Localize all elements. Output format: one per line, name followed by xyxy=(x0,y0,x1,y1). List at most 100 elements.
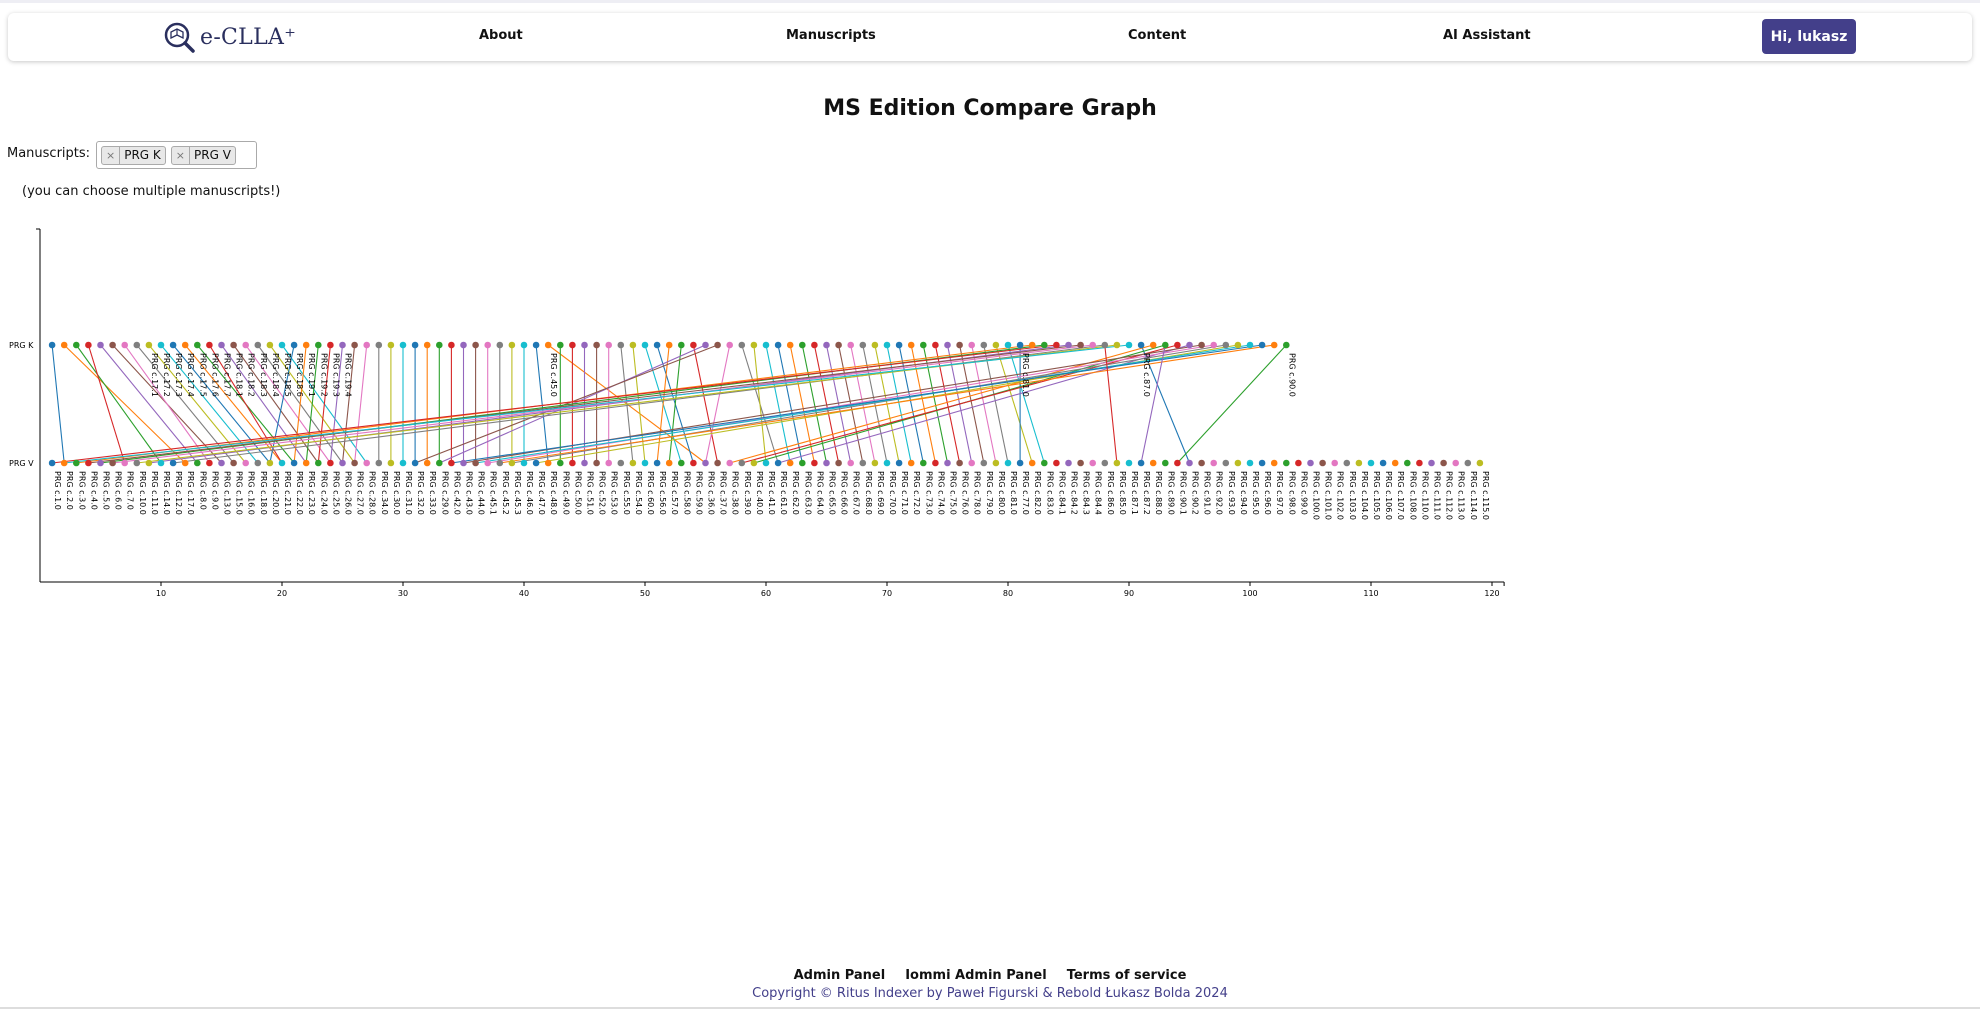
prg-v-point xyxy=(641,459,649,467)
prg-v-point xyxy=(569,459,576,467)
prg-v-point-label: PRG c.33.0 xyxy=(428,471,437,515)
remove-chip-icon[interactable]: × xyxy=(102,146,121,164)
prg-v-point-label: PRG c.106.0 xyxy=(1384,471,1393,520)
prg-k-point xyxy=(581,341,588,349)
nav-content[interactable]: Content xyxy=(1128,28,1187,43)
brand-logo[interactable]: e-CLLA⁺ xyxy=(162,19,296,55)
alignment-link xyxy=(112,344,1093,464)
prg-k-point xyxy=(617,341,625,349)
prg-v-point-label: PRG c.44.0 xyxy=(477,471,486,515)
x-tick-label: 100 xyxy=(1242,589,1257,598)
prg-v-point xyxy=(1416,459,1423,467)
prg-k-point xyxy=(1283,341,1290,349)
prg-k-point-label: PRG c.81.0 xyxy=(1021,353,1030,397)
x-tick-label: 30 xyxy=(398,589,408,598)
prg-v-point xyxy=(1391,459,1399,467)
prg-v-point-label: PRG c.84.4 xyxy=(1094,471,1103,515)
prg-v-point xyxy=(665,459,673,467)
user-menu-button[interactable]: Hi, lukasz xyxy=(1762,19,1856,54)
prg-k-point xyxy=(1174,341,1181,349)
prg-k-point xyxy=(871,341,879,349)
prg-v-point xyxy=(738,459,746,467)
manuscripts-multiselect[interactable]: × PRG K × PRG V xyxy=(96,141,257,169)
x-tick-label: 70 xyxy=(882,589,892,598)
alignment-link xyxy=(862,344,888,464)
nav-ai-assistant[interactable]: AI Assistant xyxy=(1443,28,1531,43)
prg-v-point xyxy=(1149,459,1157,467)
prg-v-point-label: PRG c.1.0 xyxy=(53,471,62,510)
prg-v-point xyxy=(351,459,358,467)
prg-k-point xyxy=(327,341,334,349)
nav-about[interactable]: About xyxy=(479,28,523,43)
x-tick-label: 50 xyxy=(640,589,650,598)
alignment-link xyxy=(668,344,682,464)
prg-k-point xyxy=(302,341,310,349)
prg-v-point xyxy=(1174,459,1181,467)
selected-chip: × PRG V xyxy=(170,145,236,165)
prg-v-point xyxy=(472,459,479,467)
prg-k-point xyxy=(702,341,709,349)
prg-k-point xyxy=(1222,341,1230,349)
prg-v-point-label: PRG c.30.0 xyxy=(392,471,401,515)
prg-k-point xyxy=(678,341,685,349)
prg-v-point-label: PRG c.110.0 xyxy=(1420,471,1429,520)
alignment-link xyxy=(777,344,803,464)
prg-k-point xyxy=(1004,341,1012,349)
prg-k-point xyxy=(1089,341,1096,349)
prg-v-point-label: PRG c.48.0 xyxy=(549,471,558,515)
prg-v-point xyxy=(266,459,274,467)
prg-v-point-label: PRG c.20.0 xyxy=(271,471,280,515)
remove-chip-icon[interactable]: × xyxy=(172,146,190,164)
prg-k-point xyxy=(714,341,721,349)
row-label-prg-k: PRG K xyxy=(9,341,34,350)
prg-v-point-label: PRG c.37.0 xyxy=(719,471,728,515)
prg-v-point-label: PRG c.36.0 xyxy=(707,471,716,515)
prg-v-point-label: PRG c.16.0 xyxy=(247,471,256,515)
prg-v-point xyxy=(835,459,842,467)
prg-k-point xyxy=(121,341,128,349)
prg-v-point xyxy=(1028,459,1036,467)
footer-terms-link[interactable]: Terms of service xyxy=(1066,968,1187,983)
alignment-link xyxy=(729,344,1154,464)
prg-k-point xyxy=(1198,341,1205,349)
prg-v-point xyxy=(1234,459,1242,467)
alignment-link xyxy=(63,344,186,464)
prg-k-point xyxy=(363,341,371,349)
prg-k-point xyxy=(1258,341,1266,349)
prg-v-point xyxy=(315,459,322,467)
prg-v-point xyxy=(920,459,927,467)
prg-v-point-label: PRG c.56.0 xyxy=(658,471,667,515)
prg-v-point xyxy=(484,459,492,467)
bottom-border xyxy=(0,1007,1980,1009)
prg-v-point xyxy=(230,459,237,467)
prg-v-point xyxy=(762,459,770,467)
prg-v-point-label: PRG c.113.0 xyxy=(1457,471,1466,520)
prg-k-point-label: PRG c.17.6 xyxy=(210,353,219,397)
prg-v-point-label: PRG c.101.0 xyxy=(1324,471,1333,520)
prg-v-point-label: PRG c.46.0 xyxy=(525,471,534,515)
prg-k-point xyxy=(181,341,189,349)
prg-k-point xyxy=(290,341,298,349)
prg-v-point-label: PRG c.67.0 xyxy=(852,471,861,515)
prg-v-point xyxy=(823,459,830,467)
prg-k-point xyxy=(423,341,431,349)
prg-v-point xyxy=(932,459,939,467)
prg-k-point xyxy=(520,341,528,349)
prg-v-point xyxy=(847,459,854,467)
prg-k-point xyxy=(1270,341,1278,349)
prg-k-point-label: PRG c.19.4 xyxy=(344,353,353,397)
footer-admin-panel-link[interactable]: Admin Panel xyxy=(793,968,886,983)
prg-k-point xyxy=(460,341,467,349)
prg-v-point-label: PRG c.3.0 xyxy=(77,471,86,510)
nav-manuscripts[interactable]: Manuscripts xyxy=(786,28,876,43)
prg-v-point xyxy=(520,459,528,467)
prg-v-point xyxy=(895,459,903,467)
prg-v-point xyxy=(1113,459,1121,467)
prg-v-point-label: PRG c.99.0 xyxy=(1299,471,1308,515)
prg-v-point xyxy=(859,459,867,467)
prg-v-point-label: PRG c.5.0 xyxy=(102,471,111,510)
footer-iommi-admin-link[interactable]: Iommi Admin Panel xyxy=(905,968,1047,983)
prg-v-point xyxy=(1222,459,1230,467)
prg-v-point-label: PRG c.95.0 xyxy=(1251,471,1260,515)
prg-v-point-label: PRG c.32.0 xyxy=(416,471,425,515)
